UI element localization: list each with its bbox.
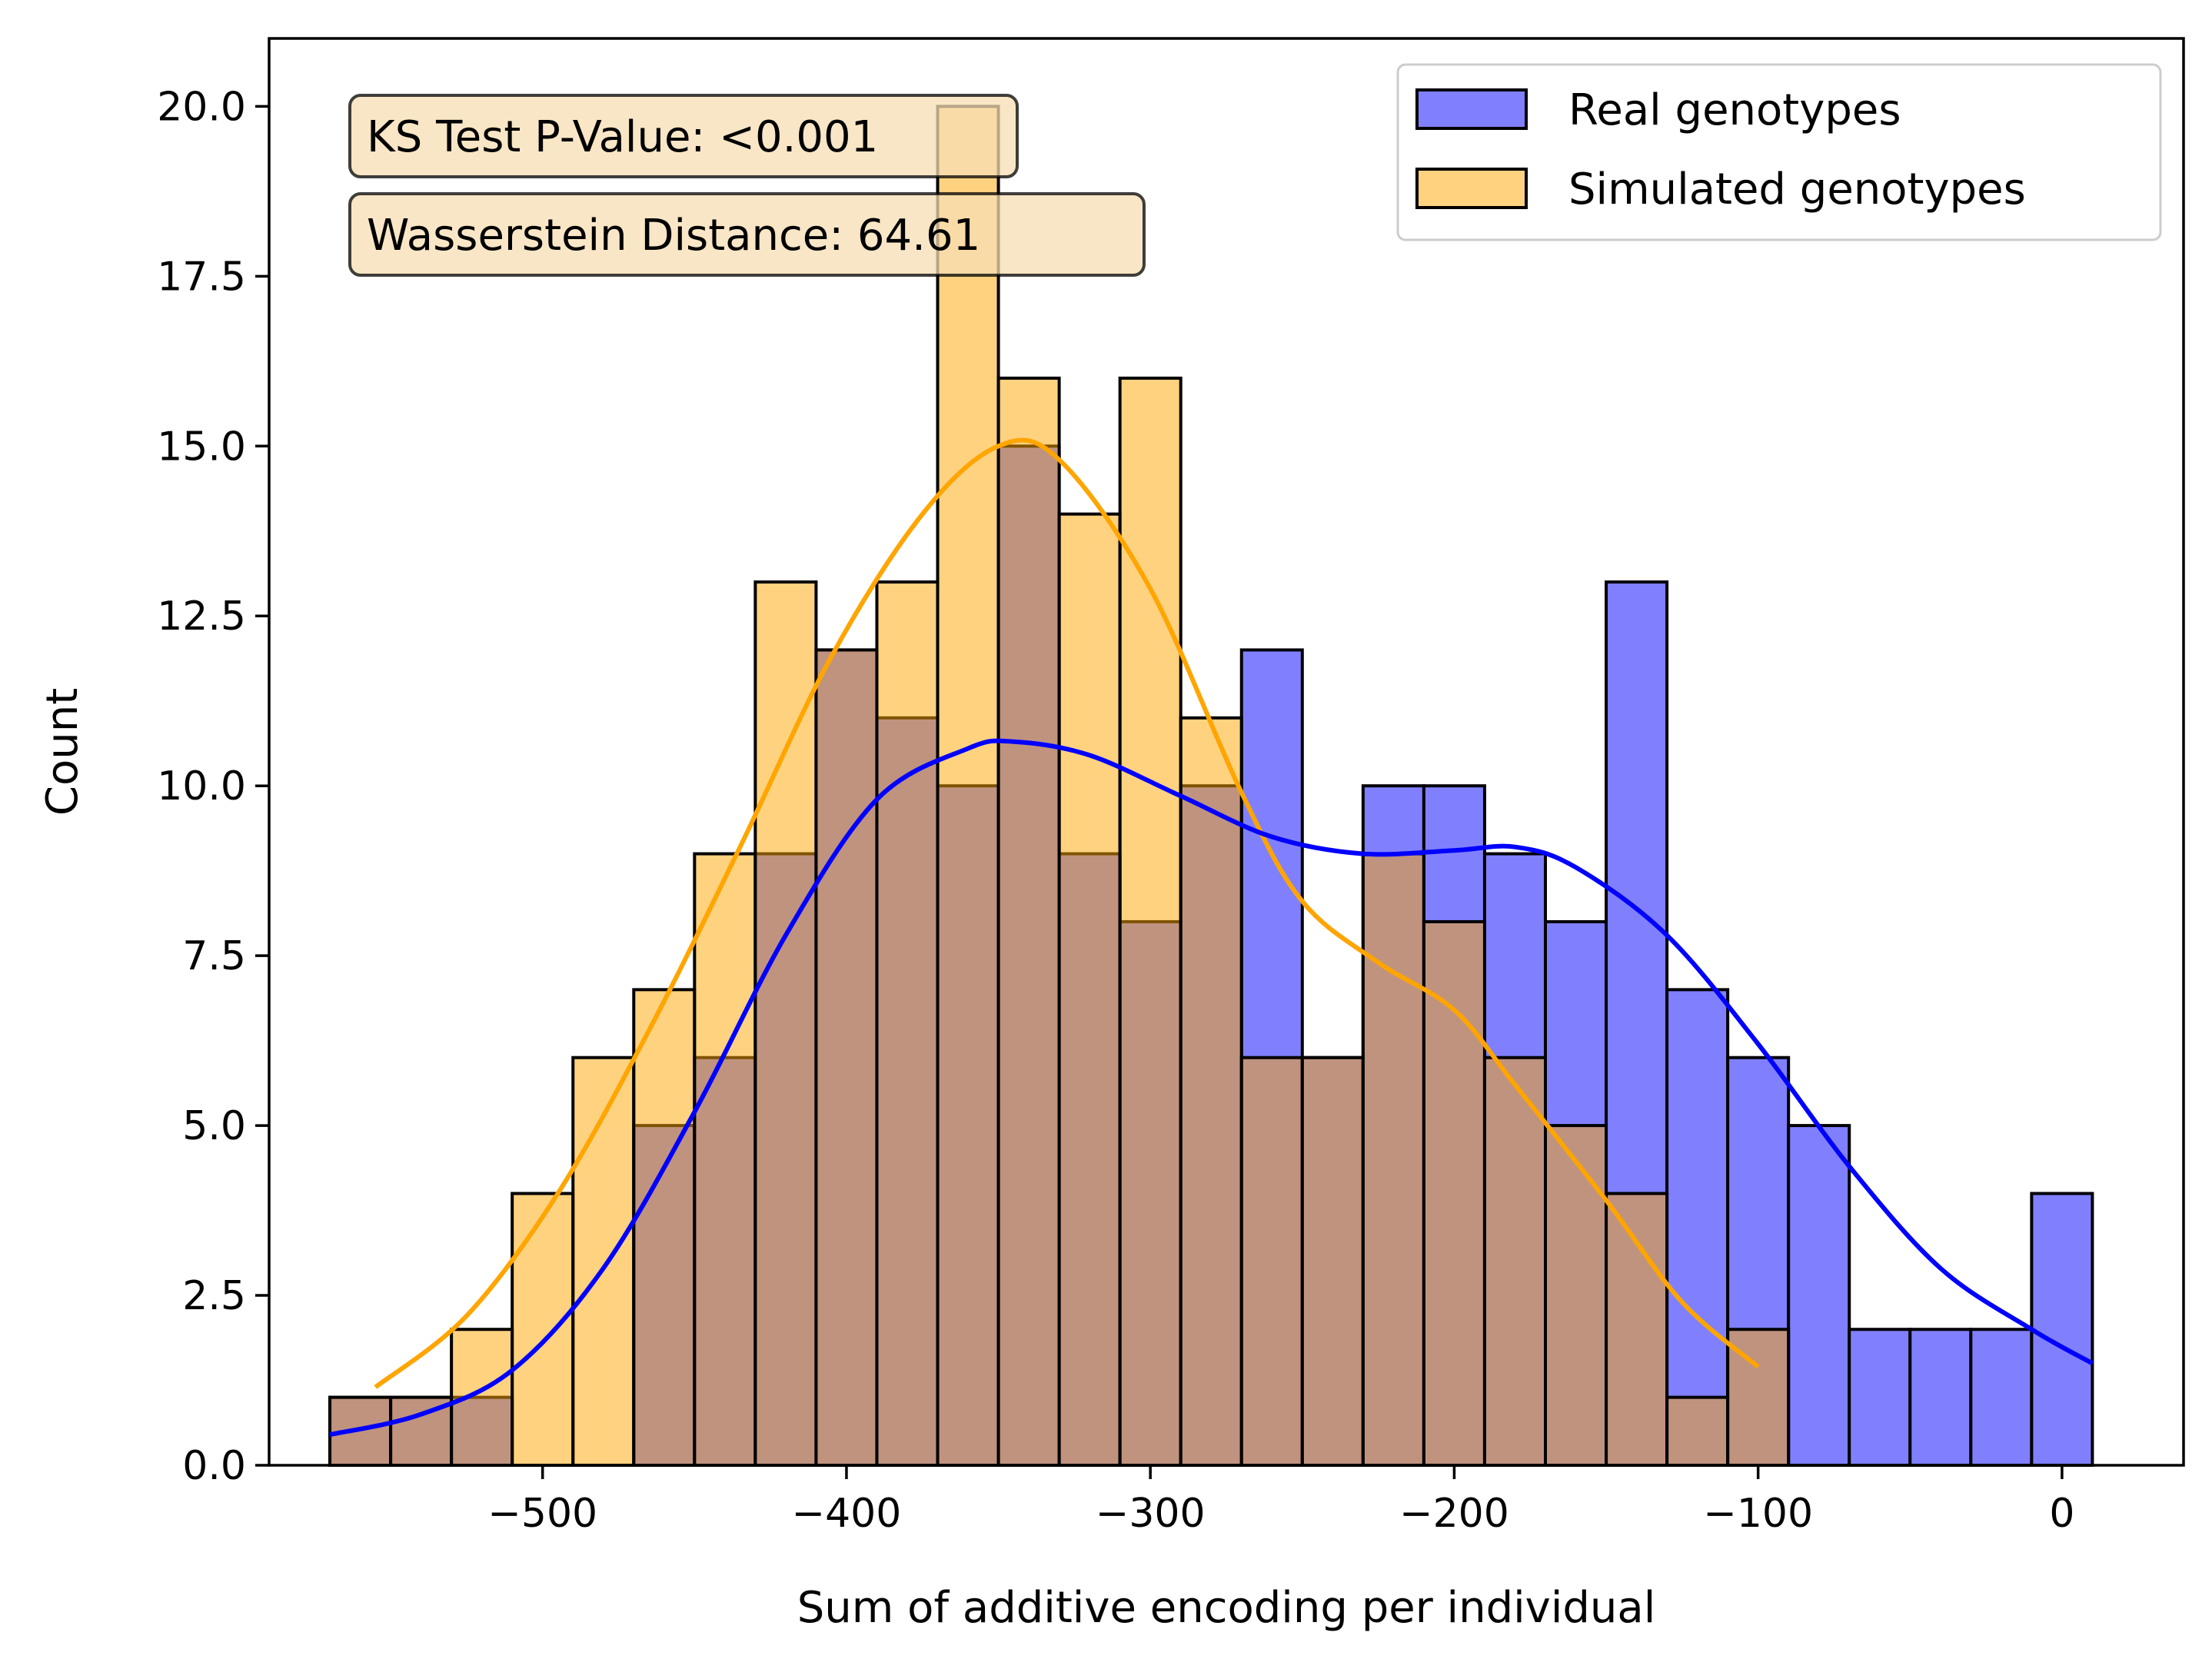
real-bar-24 <box>1787 1124 1851 1467</box>
y-tick-label: 10.0 <box>157 763 246 810</box>
y-tick-label: 12.5 <box>157 593 246 640</box>
simulated-bar-19 <box>1482 1056 1548 1467</box>
simulated-bar-13 <box>1118 376 1183 1467</box>
simulated-bar-14 <box>1179 716 1243 1467</box>
simulated-bar-2 <box>450 1328 514 1467</box>
simulated-bar-15 <box>1239 1056 1304 1467</box>
simulated-bar-12 <box>1057 512 1122 1468</box>
y-axis-label: Count <box>38 688 88 816</box>
simulated-bar-18 <box>1422 919 1486 1467</box>
simulated-bar-8 <box>814 648 879 1467</box>
real-bar-25 <box>1848 1328 1912 1467</box>
x-tick-label: −300 <box>1096 1491 1206 1537</box>
wasserstein-text: Wasserstein Distance: 64.61 <box>367 211 980 261</box>
simulated-bar-9 <box>875 580 940 1467</box>
annotation-boxes: KS Test P-Value: <0.001 Wasserstein Dista… <box>348 94 1146 277</box>
real-bar-22 <box>1665 988 1730 1468</box>
real-kde-line <box>329 738 2094 1438</box>
axes: −500 −400 −300 −200 −100 0 0.0 2.5 5.0 7.5 10.0 12.… <box>38 37 2185 1633</box>
simulated-bar-20 <box>1544 1124 1608 1467</box>
x-tick-label: −200 <box>1399 1491 1509 1537</box>
ks-test-text: KS Test P-Value: <0.001 <box>367 112 878 162</box>
simulated-bar-10 <box>936 105 1000 1467</box>
simulated-bar-3 <box>511 1192 575 1467</box>
real-bar-27 <box>1969 1328 2034 1467</box>
y-tick-label: 20.0 <box>157 84 246 130</box>
kde-curves <box>329 437 2094 1438</box>
ks-test-box <box>348 94 1019 178</box>
real-bar-26 <box>1908 1328 1973 1467</box>
y-tick-label: 17.5 <box>157 254 246 300</box>
legend-box <box>1396 63 2162 241</box>
simulated-bar-22 <box>1665 1395 1730 1467</box>
y-tick-label: 0.0 <box>182 1443 246 1489</box>
simulated-bar-6 <box>693 852 757 1467</box>
simulated-genotypes-bars <box>328 105 1791 1468</box>
legend: Real genotypes Simulated genotypes <box>1396 63 2162 241</box>
wasserstein-box <box>348 192 1146 277</box>
legend-swatch-simulated <box>1415 168 1528 209</box>
real-bar-28 <box>2030 1192 2094 1467</box>
x-tick-label: −500 <box>487 1491 597 1537</box>
y-tick-label: 15.0 <box>157 424 246 470</box>
y-tick-label: 7.5 <box>182 933 246 979</box>
y-tick-label: 5.0 <box>182 1103 246 1149</box>
legend-label-real: Real genotypes <box>1568 85 1901 135</box>
plot-frame <box>268 37 2185 1467</box>
y-tick-label: 2.5 <box>182 1273 246 1319</box>
simulated-bar-7 <box>753 580 818 1467</box>
simulated-bar-11 <box>996 376 1061 1467</box>
simulated-bar-5 <box>632 988 697 1468</box>
simulated-kde-line <box>374 437 1760 1389</box>
legend-swatch-real <box>1415 88 1528 130</box>
x-axis-label: Sum of additive encoding per individual <box>797 1583 1656 1633</box>
simulated-bar-16 <box>1300 1056 1365 1467</box>
simulated-bar-17 <box>1361 852 1425 1467</box>
x-tick-label: −400 <box>792 1491 902 1537</box>
legend-label-simulated: Simulated genotypes <box>1568 165 2026 214</box>
x-tick-label: 0 <box>2049 1491 2074 1537</box>
x-tick-label: −100 <box>1703 1491 1813 1537</box>
simulated-bar-21 <box>1605 1192 1669 1467</box>
